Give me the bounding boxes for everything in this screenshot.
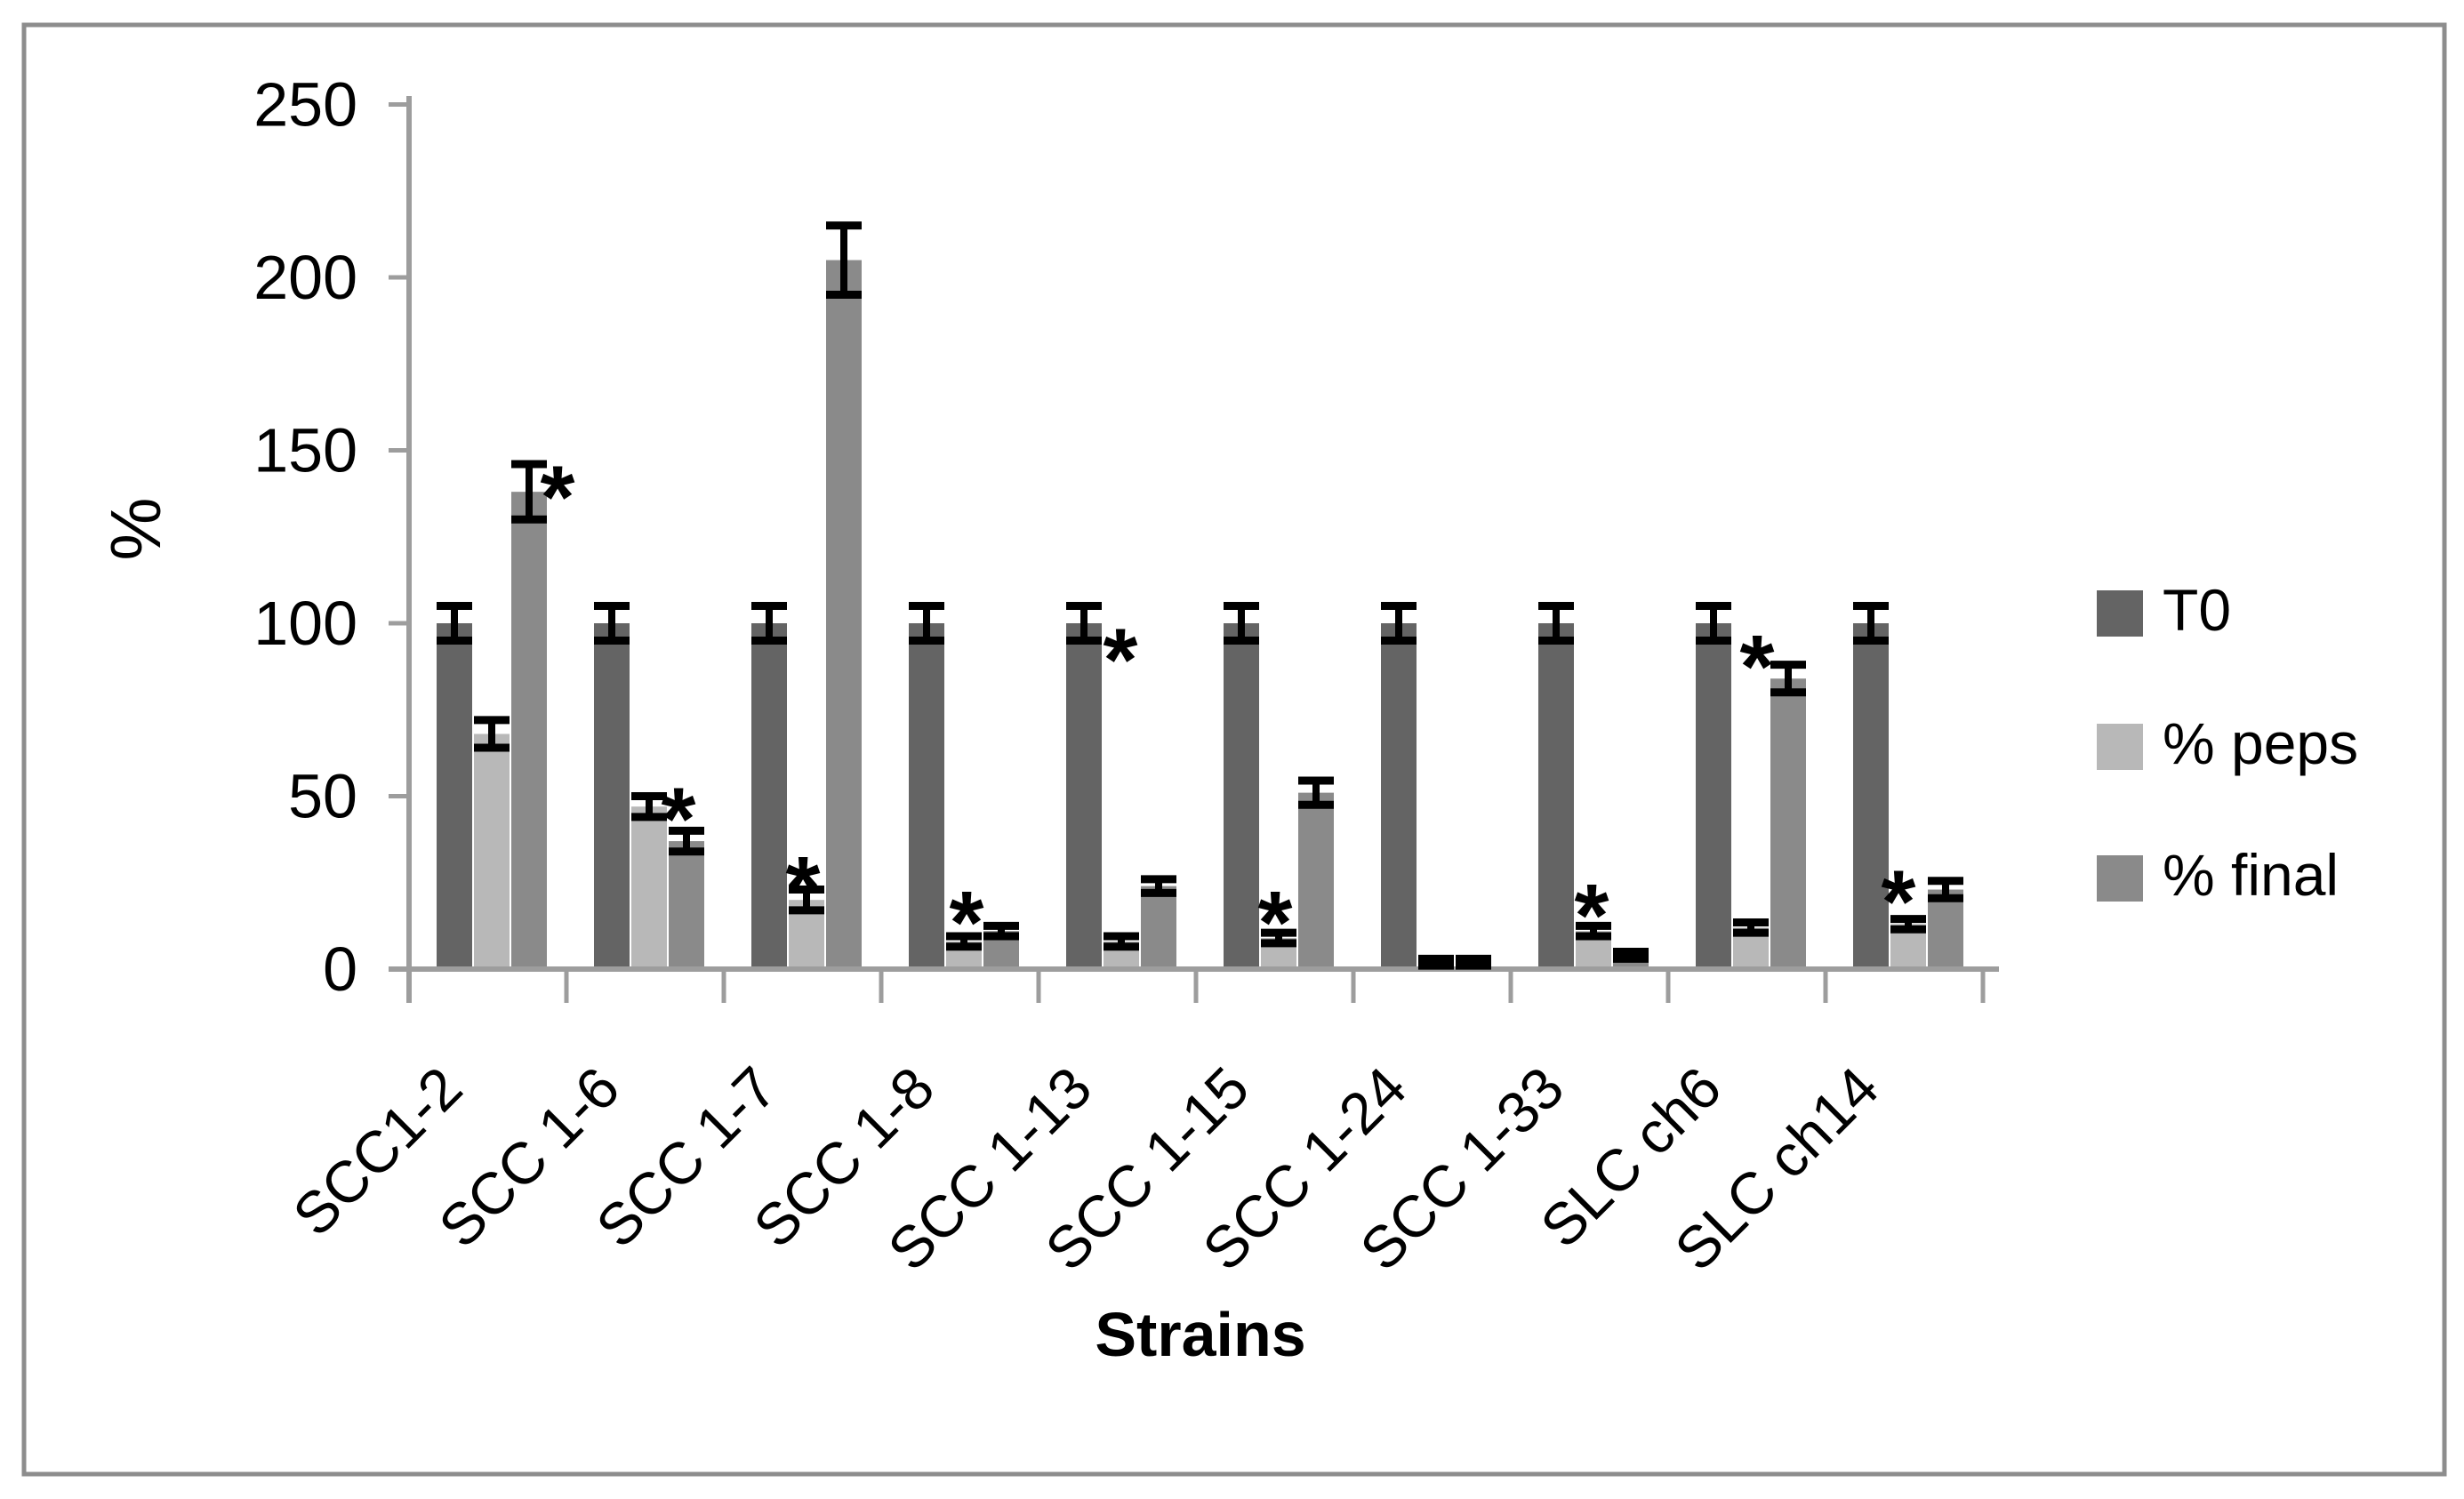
y-tick-labels: 0 50 100 150 200 250 [253,70,357,1005]
bar-T0-SCC-1-8 [909,623,944,969]
significance-asterisk-SCC-1-8: * [950,873,984,973]
legend: T0 % peps % final [2097,577,2358,908]
significance-asterisk-SCC-1-33: * [1575,866,1609,966]
bar-T0-SCC-1-15 [1224,623,1259,969]
bar-T0-SLC-ch14 [1853,623,1889,969]
bar-peps-SCC1-2 [474,733,510,969]
bar-T0-SCC1-2 [437,623,472,969]
y-tick-label-0: 0 [323,934,357,1004]
y-tick-label-200: 200 [253,243,357,312]
x-axis-title: Strains [1095,1300,1305,1369]
y-tick-label-100: 100 [253,589,357,658]
bar-final-SCC1-2 [511,492,547,969]
y-axis-title: % [96,497,175,560]
significance-asterisk-SCC-1-15: * [1258,873,1293,973]
bar-final-SCC-1-7 [826,260,862,969]
significance-asterisk-SCC-1-6: * [662,769,696,869]
bar-final-SCC-1-13 [1141,886,1176,969]
bar-T0-SCC-1-33 [1538,623,1574,969]
legend-swatch-t0 [2097,590,2143,637]
y-tick-label-250: 250 [253,70,357,140]
significance-asterisk-SCC1-2: * [541,448,575,548]
significance-asterisk-SLC-ch6: * [1740,617,1775,717]
y-tick-label-50: 50 [288,762,357,831]
axes-layer [389,96,1999,1003]
bar-T0-SLC-ch6 [1696,623,1731,969]
bars-layer [437,260,1963,969]
significance-asterisk-SCC-1-13: * [1104,610,1138,709]
bar-final-SLC-ch6 [1770,678,1806,969]
bar-T0-SCC-1-6 [594,623,630,969]
y-tick-label-150: 150 [253,416,357,485]
error-bars-layer [437,221,1963,970]
bar-final-SCC-1-6 [669,841,704,969]
bar-final-SLC-ch14 [1928,889,1963,969]
bar-T0-SCC-1-13 [1066,623,1102,969]
significance-asterisk-SCC-1-7: * [786,838,821,938]
legend-label-t0: T0 [2163,577,2231,643]
bar-T0-SCC-1-24 [1381,623,1417,969]
legend-swatch-final [2097,855,2143,902]
legend-label-peps: % peps [2163,710,2358,776]
bar-final-SCC-1-15 [1298,792,1334,969]
significance-asterisks-layer: * * * * * * * * * [541,448,1916,973]
legend-swatch-peps [2097,724,2143,770]
significance-asterisk-SLC-ch14: * [1882,853,1916,952]
legend-label-final: % final [2163,842,2339,908]
bar-peps-SCC-1-6 [631,806,667,969]
bar-T0-SCC-1-7 [751,623,787,969]
